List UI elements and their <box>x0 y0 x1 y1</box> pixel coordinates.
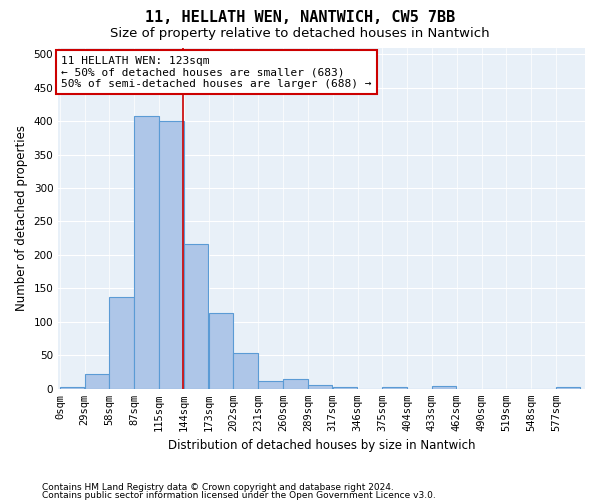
Bar <box>382 387 407 389</box>
Bar <box>209 312 233 389</box>
Bar <box>333 388 357 389</box>
Text: Contains HM Land Registry data © Crown copyright and database right 2024.: Contains HM Land Registry data © Crown c… <box>42 484 394 492</box>
Bar <box>258 381 283 389</box>
Bar <box>60 387 85 389</box>
Bar <box>134 116 159 389</box>
Text: Size of property relative to detached houses in Nantwich: Size of property relative to detached ho… <box>110 28 490 40</box>
Bar <box>432 386 457 389</box>
X-axis label: Distribution of detached houses by size in Nantwich: Distribution of detached houses by size … <box>168 440 475 452</box>
Bar <box>308 385 332 389</box>
Bar <box>184 244 208 389</box>
Text: 11, HELLATH WEN, NANTWICH, CW5 7BB: 11, HELLATH WEN, NANTWICH, CW5 7BB <box>145 10 455 25</box>
Text: 11 HELLATH WEN: 123sqm
← 50% of detached houses are smaller (683)
50% of semi-de: 11 HELLATH WEN: 123sqm ← 50% of detached… <box>61 56 371 88</box>
Text: Contains public sector information licensed under the Open Government Licence v3: Contains public sector information licen… <box>42 490 436 500</box>
Bar <box>85 374 109 389</box>
Bar <box>556 387 580 389</box>
Bar <box>109 297 134 389</box>
Bar <box>159 121 184 389</box>
Bar <box>233 354 258 389</box>
Bar <box>283 379 308 389</box>
Y-axis label: Number of detached properties: Number of detached properties <box>15 125 28 311</box>
